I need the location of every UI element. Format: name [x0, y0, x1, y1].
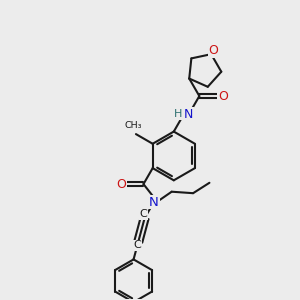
Text: C: C: [140, 209, 147, 220]
Text: O: O: [218, 90, 228, 103]
Text: O: O: [116, 178, 126, 190]
Text: N: N: [184, 108, 194, 121]
Text: CH₃: CH₃: [125, 121, 142, 130]
Text: O: O: [208, 44, 218, 57]
Text: N: N: [149, 196, 159, 208]
Text: C: C: [133, 240, 141, 250]
Text: H: H: [174, 109, 182, 119]
